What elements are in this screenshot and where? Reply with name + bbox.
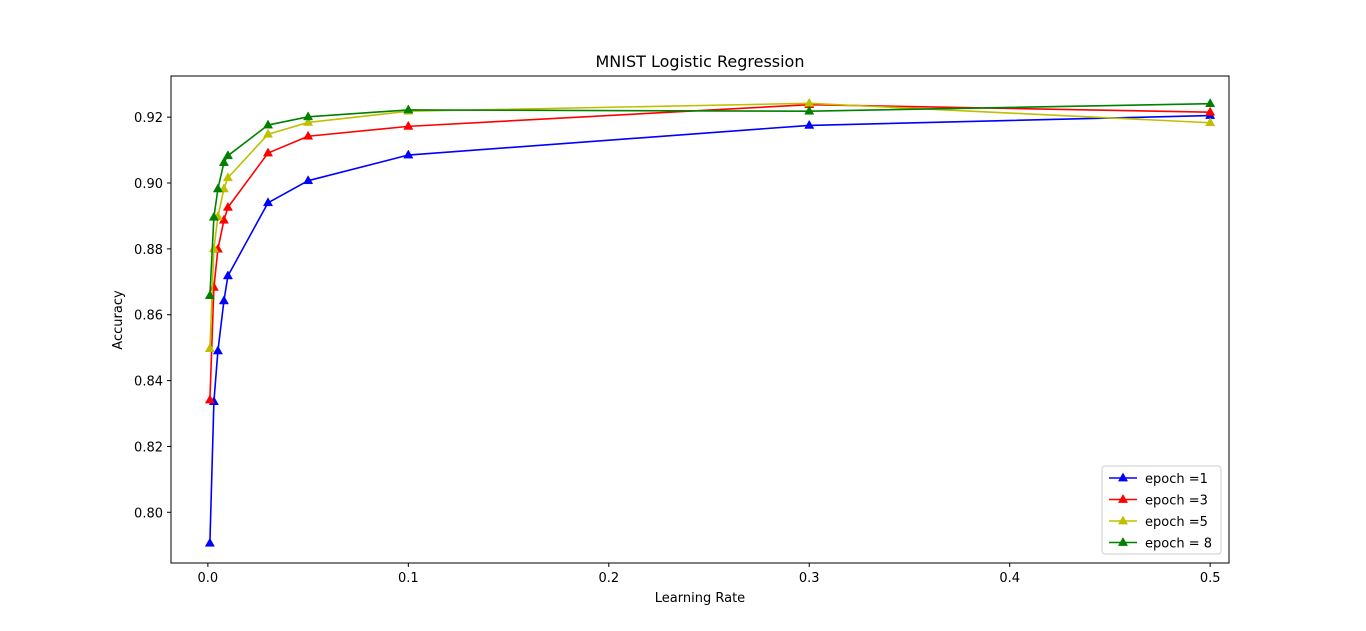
- legend-item: epoch =1: [1109, 472, 1208, 487]
- data-point: [222, 201, 233, 211]
- legend-label: epoch =5: [1145, 515, 1208, 530]
- series-line: [209, 103, 1211, 401]
- x-tick-label: 0.5: [1200, 571, 1221, 586]
- series-line: [209, 114, 1211, 544]
- y-tick-label: 0.90: [134, 177, 163, 192]
- data-point: [303, 111, 314, 121]
- data-point: [262, 119, 274, 129]
- series-4: [204, 98, 1216, 299]
- data-point: [403, 149, 414, 159]
- data-point: [804, 105, 815, 115]
- data-point: [222, 270, 233, 280]
- x-tick-label: 0.2: [598, 571, 619, 586]
- y-tick-label: 0.84: [134, 375, 163, 390]
- y-tick-label: 0.92: [134, 111, 163, 126]
- data-point: [262, 197, 274, 207]
- legend: epoch =1 epoch =3 epoch =5 epoch = 8: [1101, 465, 1222, 555]
- legend-label: epoch =3: [1145, 494, 1208, 509]
- plot-frame: [170, 75, 1230, 564]
- x-axis-label: Learning Rate: [655, 591, 745, 606]
- data-point: [204, 394, 215, 404]
- data-point: [403, 104, 414, 114]
- legend-label: epoch = 8: [1145, 537, 1212, 552]
- x-tick-label: 0.3: [799, 571, 820, 586]
- data-point: [303, 130, 314, 140]
- chart-title: MNIST Logistic Regression: [596, 52, 805, 71]
- data-point: [222, 172, 233, 182]
- y-tick-label: 0.88: [134, 243, 163, 258]
- data-point: [303, 175, 314, 185]
- data-point: [218, 157, 229, 166]
- data-point: [403, 120, 414, 130]
- x-tick-label: 0.1: [398, 571, 419, 586]
- legend-item: epoch =5: [1109, 515, 1208, 530]
- data-point: [212, 345, 223, 355]
- data-point: [262, 147, 274, 157]
- legend-item: epoch = 8: [1109, 537, 1212, 552]
- plot-area: 0.0 0.1 0.2 0.3 0.4 0.5 0.80 0.82 0.84 0.86 0.88 0.…: [134, 75, 1230, 586]
- legend-item: epoch =3: [1109, 494, 1208, 509]
- data-point: [204, 290, 215, 299]
- x-tick-label: 0.0: [198, 571, 219, 586]
- series-line: [209, 102, 1211, 296]
- y-tick-label: 0.82: [134, 440, 163, 455]
- x-tick-label: 0.4: [999, 571, 1020, 586]
- data-point: [212, 183, 223, 193]
- data-point: [303, 116, 314, 126]
- legend-marker: [1117, 536, 1129, 546]
- y-tick-label: 0.86: [134, 309, 163, 324]
- legend-label: epoch =1: [1145, 472, 1208, 487]
- series-line: [209, 102, 1211, 349]
- data-point: [804, 119, 815, 129]
- data-point: [204, 537, 215, 547]
- data-point: [218, 295, 229, 305]
- legend-marker: [1117, 515, 1129, 525]
- data-point: [1205, 117, 1216, 127]
- y-tick-label: 0.80: [134, 506, 163, 521]
- data-point: [222, 150, 233, 160]
- legend-marker: [1117, 493, 1129, 503]
- legend-box: [1101, 465, 1222, 555]
- data-point: [1205, 98, 1216, 108]
- legend-marker: [1117, 472, 1129, 482]
- data-point: [1205, 106, 1216, 116]
- data-point: [262, 128, 274, 138]
- data-point: [208, 211, 219, 221]
- data-point: [204, 343, 215, 352]
- y-axis-label: Accuracy: [111, 290, 126, 350]
